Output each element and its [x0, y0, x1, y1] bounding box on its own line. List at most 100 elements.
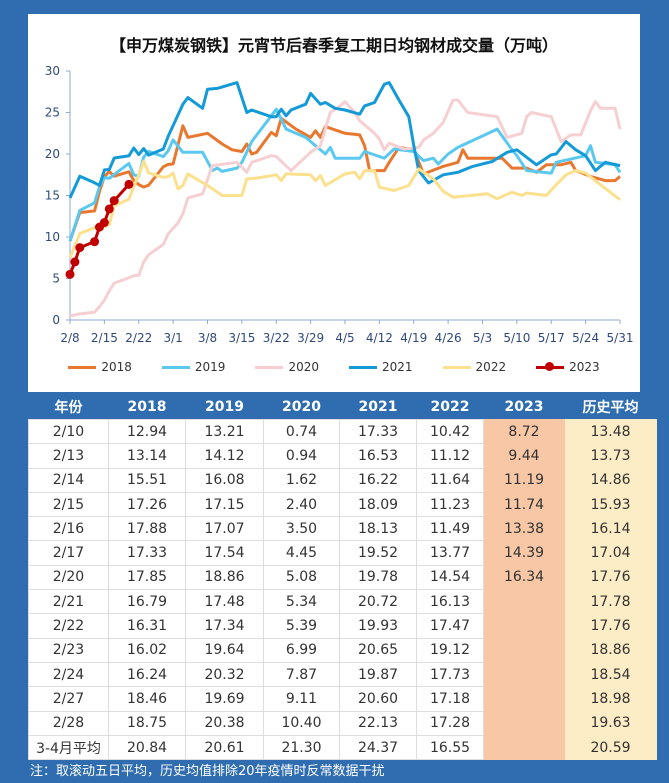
footnote: 注：取滚动五日平均，历史均值排除20年疫情时反常数据干扰: [30, 764, 385, 779]
table-row: 2/14 15.51 16.08 1.62 16.22 11.64 11.19 14.86: [28, 467, 657, 493]
column-header: 历史平均: [564, 395, 657, 420]
data-point-2023: [70, 257, 80, 267]
row-label: 2/22: [28, 613, 109, 639]
table-cell: 19.87: [339, 661, 417, 688]
table-cell: [483, 589, 565, 615]
table-cell: 9.11: [263, 686, 340, 712]
table-row: 2/15 17.26 17.15 2.40 18.09 11.23 11.74 15.93: [28, 491, 657, 518]
table-cell: [483, 710, 565, 736]
row-label: 2/13: [28, 443, 109, 469]
table-row: 2/21 16.79 17.48 5.34 20.72 16.13 17.78: [28, 589, 657, 615]
data-point-2023: [99, 218, 109, 228]
table-cell: 17.47: [416, 613, 484, 639]
series-line-2022: [68, 159, 621, 259]
table-row: 2/20 17.85 18.86 5.08 19.78 14.54 16.34 17.76: [28, 564, 657, 591]
row-label: 2/14: [28, 467, 109, 493]
table-cell: 17.48: [185, 589, 264, 615]
table-cell: 16.34: [483, 564, 565, 591]
x-tick-label: 4/12: [366, 331, 393, 345]
legend-label: 2018: [101, 360, 132, 374]
table-cell: 16.14: [564, 516, 657, 542]
row-label: 2/16: [28, 516, 109, 542]
x-tick-label: 5/10: [503, 331, 530, 345]
table-cell: 17.85: [108, 564, 186, 591]
table-cell: 7.87: [263, 661, 340, 688]
y-tick-label: 15: [45, 189, 60, 203]
table-cell: 17.76: [564, 613, 657, 639]
table-cell: 19.93: [339, 613, 417, 639]
table-cell: 17.07: [185, 516, 264, 542]
table-row: 2/28 18.75 20.38 10.40 22.13 17.28 19.63: [28, 710, 657, 736]
table-cell: 16.53: [339, 443, 417, 469]
table-cell: 19.12: [416, 637, 484, 663]
y-tick-label: 25: [45, 106, 60, 120]
table-cell: 14.54: [416, 564, 484, 591]
table-cell: 16.24: [108, 661, 186, 688]
data-point-2023: [65, 269, 75, 279]
table-cell: 18.46: [108, 686, 186, 712]
x-tick-label: 3/15: [228, 331, 255, 345]
y-tick-label: 20: [45, 147, 60, 161]
table-cell: 20.38: [185, 710, 264, 736]
legend-swatch: [442, 365, 471, 369]
x-tick-label: 3/1: [163, 331, 182, 345]
table-cell: 11.74: [483, 491, 565, 518]
table-cell: 13.48: [564, 418, 657, 445]
legend-label: 2023: [569, 360, 600, 374]
table-cell: [483, 637, 565, 663]
table-cell: 14.86: [564, 467, 657, 493]
column-header: 2022: [416, 395, 484, 420]
series-line-2019: [68, 107, 622, 242]
column-header: 2020: [263, 395, 340, 420]
legend-swatch: [349, 365, 377, 369]
table-cell: 17.78: [564, 589, 657, 615]
table-cell: 20.32: [185, 661, 264, 688]
table-cell: 16.55: [416, 734, 484, 761]
table-cell: 14.39: [483, 540, 565, 566]
legend-swatch: [536, 362, 565, 371]
line-chart: 0 5 10 15 20 25 30 2/8 2/15 2/22 3/1 3/8 3/15 3/22 3/2…: [45, 64, 634, 345]
series-line-2021: [68, 81, 621, 199]
table-cell: 11.12: [416, 443, 484, 469]
table-cell: 18.75: [108, 710, 186, 736]
table-cell: 9.44: [483, 443, 565, 469]
table-row: 3-4月平均 20.84 20.61 21.30 24.37 16.55 20.59: [28, 734, 657, 761]
table-cell: [483, 734, 565, 761]
column-header: 2023: [483, 395, 565, 420]
x-tick-label: 4/19: [400, 331, 427, 345]
table-cell: 13.21: [185, 418, 264, 445]
table-cell: 19.52: [339, 540, 417, 566]
y-tick-label: 10: [45, 230, 60, 244]
table-cell: 11.64: [416, 467, 484, 493]
row-label: 2/15: [28, 491, 109, 518]
table-cell: 18.86: [564, 637, 657, 663]
legend-label: 2021: [382, 360, 413, 374]
legend-item-2021: 2021: [349, 360, 413, 374]
table-row: 2/10 12.94 13.21 0.74 17.33 10.42 8.72 13.48: [28, 418, 657, 445]
table-cell: 20.65: [339, 637, 417, 663]
x-tick-label: 5/31: [607, 331, 634, 345]
table-cell: 17.34: [185, 613, 264, 639]
table-row: 2/24 16.24 20.32 7.87 19.87 17.73 18.54: [28, 661, 657, 688]
table-cell: 17.33: [339, 418, 417, 445]
table-cell: 10.42: [416, 418, 484, 445]
table-cell: 4.45: [263, 540, 340, 566]
table-cell: 12.94: [108, 418, 186, 445]
table-cell: [483, 686, 565, 712]
row-label: 2/17: [28, 540, 109, 566]
x-tick-label: 4/26: [435, 331, 462, 345]
table-cell: 17.15: [185, 491, 264, 518]
table-cell: 19.69: [185, 686, 264, 712]
legend-label: 2022: [475, 360, 507, 374]
table-cell: 15.51: [108, 467, 186, 493]
table-cell: 0.94: [263, 443, 340, 469]
column-header: 2018: [108, 395, 186, 420]
x-tick-label: 2/22: [125, 331, 152, 345]
table-cell: 8.72: [483, 418, 565, 445]
table-cell: 0.74: [263, 418, 340, 445]
x-tick-label: 5/24: [572, 331, 599, 345]
data-point-2023: [90, 237, 100, 247]
x-tick-label: 2/8: [60, 331, 79, 345]
table-cell: [483, 613, 565, 639]
table-cell: 17.73: [416, 661, 484, 688]
